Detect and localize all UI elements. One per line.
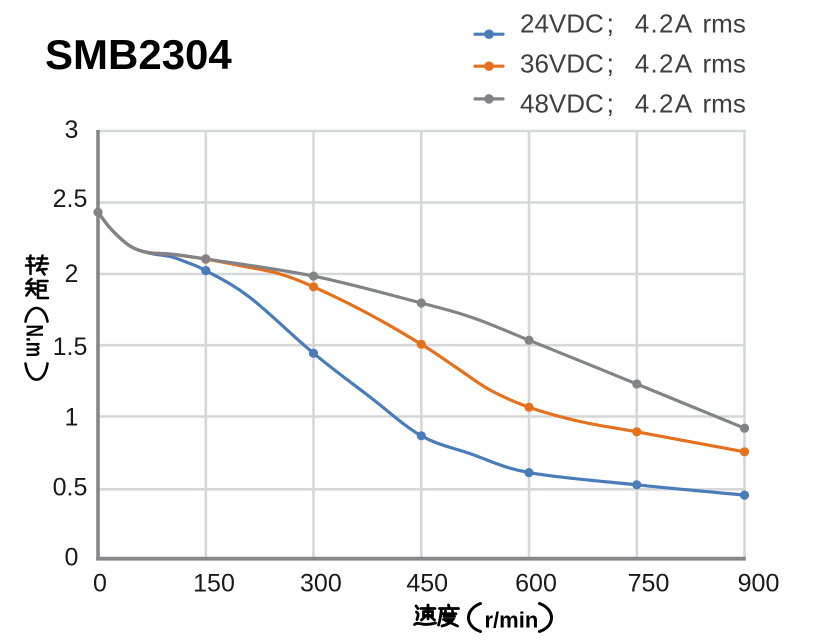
svg-text:48VDC: 48VDC — [520, 88, 604, 118]
svg-text:rms: rms — [703, 49, 746, 79]
svg-text:;: ; — [607, 9, 615, 39]
svg-text:rms: rms — [703, 9, 746, 39]
svg-text:150: 150 — [193, 570, 235, 598]
svg-text:N.m: N.m — [21, 325, 47, 358]
svg-text:3: 3 — [65, 116, 79, 144]
svg-text:0: 0 — [65, 544, 79, 572]
svg-text:0.5: 0.5 — [53, 473, 88, 501]
svg-text:36VDC: 36VDC — [520, 49, 604, 79]
svg-text:1.5: 1.5 — [53, 333, 88, 361]
svg-text:4.2A: 4.2A — [635, 9, 694, 39]
svg-text:450: 450 — [406, 570, 448, 598]
svg-text:SMB2304: SMB2304 — [45, 31, 232, 78]
svg-text:0: 0 — [93, 570, 107, 598]
svg-text:600: 600 — [515, 570, 557, 598]
svg-text:;: ; — [607, 49, 615, 79]
svg-text:2.5: 2.5 — [53, 185, 88, 213]
svg-text:4.2A: 4.2A — [635, 88, 694, 118]
svg-text:300: 300 — [300, 570, 342, 598]
svg-text:1: 1 — [65, 404, 79, 432]
svg-text:rms: rms — [703, 88, 746, 118]
svg-text:24VDC: 24VDC — [520, 9, 604, 39]
svg-text:750: 750 — [628, 570, 670, 598]
svg-text:2: 2 — [65, 260, 79, 288]
svg-text:4.2A: 4.2A — [635, 49, 694, 79]
svg-text:;: ; — [607, 88, 615, 118]
svg-text:r/min: r/min — [485, 608, 539, 633]
svg-text:900: 900 — [738, 570, 780, 598]
